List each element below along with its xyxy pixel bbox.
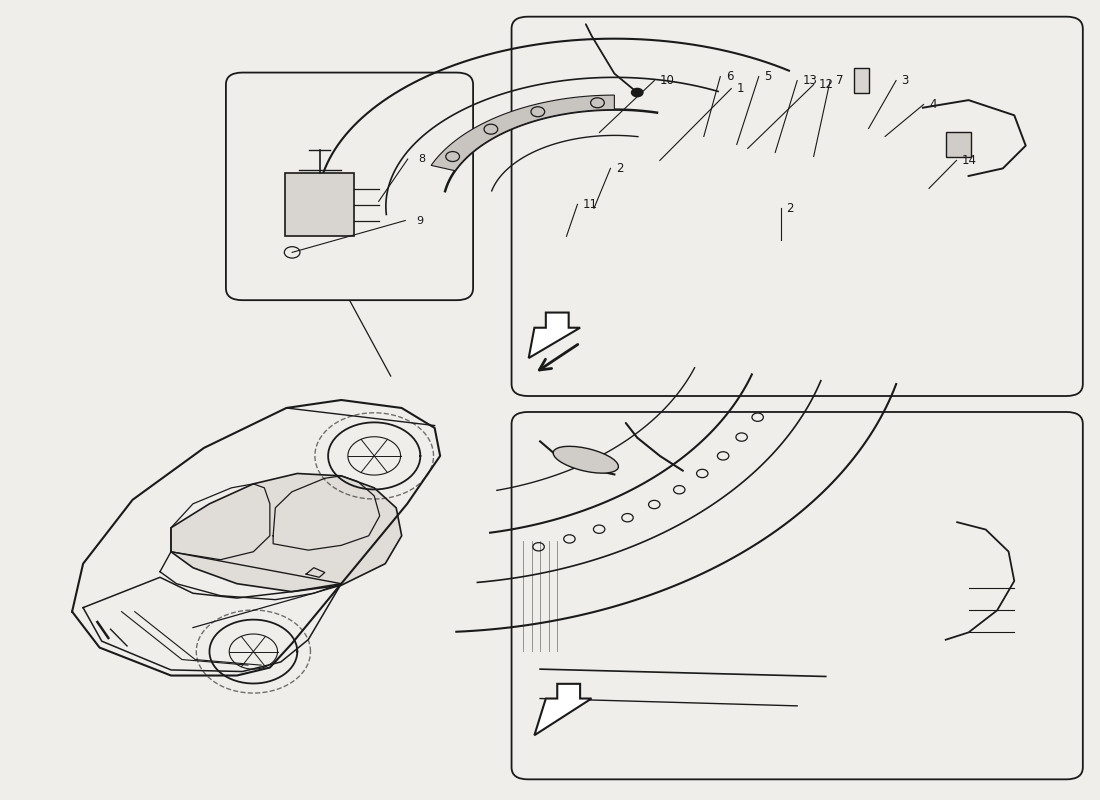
Polygon shape [535,684,592,735]
FancyBboxPatch shape [226,73,473,300]
Text: 9: 9 [416,215,424,226]
Text: 3: 3 [902,74,909,87]
Text: 1: 1 [737,82,745,95]
Text: 11: 11 [583,198,598,211]
Text: 12: 12 [820,78,834,91]
Polygon shape [431,95,615,170]
Text: 13: 13 [803,74,817,87]
Text: 5: 5 [764,70,771,83]
Text: 6: 6 [726,70,734,83]
Bar [946,132,971,157]
Polygon shape [170,474,402,592]
FancyBboxPatch shape [512,412,1082,779]
FancyBboxPatch shape [512,17,1082,396]
Text: 2: 2 [616,162,624,175]
Ellipse shape [553,446,618,473]
Bar [855,68,869,93]
Text: 14: 14 [962,154,977,167]
Text: 8: 8 [419,154,426,164]
Text: 4: 4 [930,98,936,111]
Text: 2: 2 [786,202,794,215]
Circle shape [631,88,642,97]
Text: 10: 10 [660,74,674,87]
Polygon shape [529,313,580,358]
Text: 7: 7 [836,74,843,87]
Bar [285,173,354,237]
